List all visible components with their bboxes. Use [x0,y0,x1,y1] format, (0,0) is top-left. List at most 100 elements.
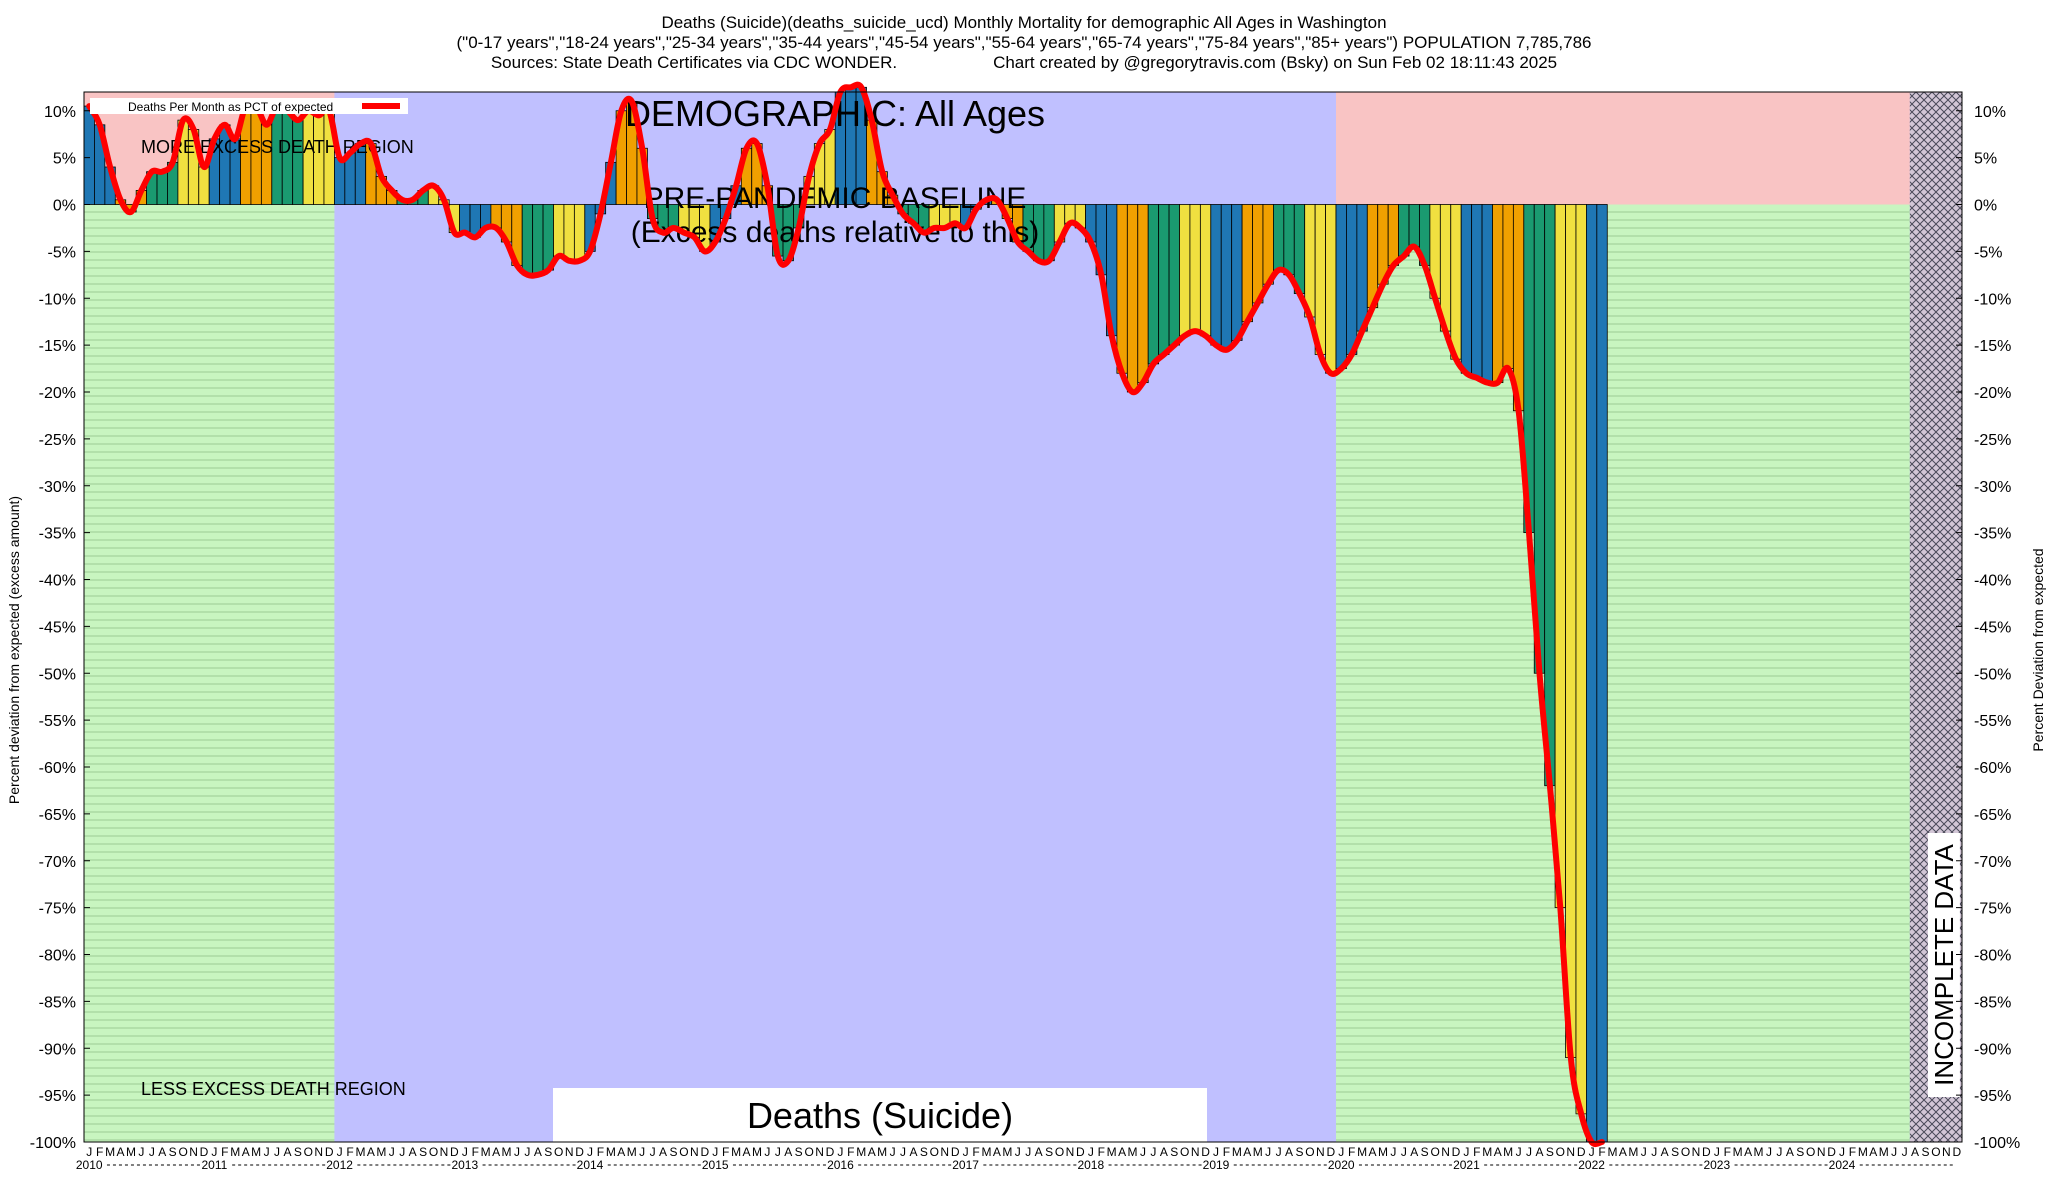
bar-119 [1325,204,1337,374]
ytick-label-left-8: -30% [39,479,76,496]
ytick-label-right-17: -75% [1974,901,2011,918]
month-label-110: M [1232,1145,1242,1159]
month-label-102: J [1150,1145,1156,1159]
bar-105 [1179,204,1191,337]
month-label-121: F [1348,1145,1355,1159]
month-label-170: M [1858,1145,1868,1159]
ytick-label-left-12: -50% [39,666,76,683]
month-label-84: J [963,1145,969,1159]
month-label-1: F [96,1145,103,1159]
month-label-171: A [1869,1145,1877,1159]
bar-114 [1273,204,1285,271]
year-label-2017: 2017 [952,1158,979,1172]
ytick-label-left-3: -5% [48,244,76,261]
month-label-154: N [1692,1145,1701,1159]
series-line [86,81,1605,1148]
chart-title: Deaths (Suicide) [747,1095,1013,1136]
month-label-98: M [1107,1145,1117,1159]
month-label-77: J [890,1145,896,1159]
month-label-62: M [731,1145,741,1159]
ytick-label-left-13: -55% [39,713,76,730]
ytick-label-right-3: -5% [1974,244,2002,261]
bar-101 [1137,204,1149,384]
y-axis-label-left: Percent deviation from expected (excess … [6,495,22,805]
bar-113 [1262,204,1274,285]
y-axis-label-right: Percent Deviation from expected [2030,548,2046,752]
month-label-8: S [169,1145,177,1159]
month-label-130: N [1441,1145,1450,1159]
month-label-74: M [856,1145,866,1159]
created-by-text: Chart created by @gregorytravis.com (Bsk… [993,53,1558,72]
month-label-53: J [639,1145,645,1159]
month-label-30: J [399,1145,405,1159]
month-label-92: S [1045,1145,1053,1159]
ytick-label-right-20: -90% [1974,1041,2011,1058]
ytick-label-right-4: -10% [1974,291,2011,308]
month-label-95: D [1076,1145,1085,1159]
bar-134 [1481,204,1493,384]
month-label-10: N [189,1145,198,1159]
month-label-68: S [795,1145,803,1159]
ytick-label-left-2: 0% [53,198,76,215]
month-label-51: A [617,1145,625,1159]
month-label-101: J [1140,1145,1146,1159]
ytick-label-right-16: -70% [1974,854,2011,871]
bar-102 [1147,204,1160,365]
month-label-78: J [900,1145,906,1159]
month-label-56: S [669,1145,677,1159]
bar-112 [1252,204,1264,304]
year-label-2015: 2015 [702,1158,729,1172]
bar-19 [281,110,294,205]
month-label-165: O [1806,1145,1815,1159]
month-label-96: J [1088,1145,1094,1159]
year-label-2024: 2024 [1829,1158,1856,1172]
ytick-label-right-18: -80% [1974,948,2011,965]
month-label-126: J [1401,1145,1407,1159]
bar-122 [1356,204,1368,332]
month-label-7: A [158,1145,166,1159]
month-label-132: J [1463,1145,1469,1159]
month-label-117: O [1305,1145,1314,1159]
month-label-82: N [940,1145,949,1159]
bar-140 [1544,204,1556,787]
ytick-label-left-6: -20% [39,385,76,402]
month-label-13: F [221,1145,228,1159]
month-label-24: J [337,1145,343,1159]
bar-142 [1565,204,1577,1059]
ytick-label-right-1: 5% [1974,151,1997,168]
ytick-label-right-9: -35% [1974,526,2011,543]
legend: Deaths Per Month as PCT of expected [90,98,408,114]
month-label-131: D [1452,1145,1461,1159]
bar-121 [1346,204,1358,355]
month-label-69: O [804,1145,813,1159]
month-label-176: S [1921,1145,1929,1159]
month-label-133: F [1473,1145,1480,1159]
month-label-114: J [1276,1145,1282,1159]
month-label-25: F [346,1145,353,1159]
month-label-158: M [1733,1145,1743,1159]
month-label-118: N [1316,1145,1325,1159]
bar-0 [83,105,95,205]
bar-108 [1210,204,1222,346]
month-label-137: J [1516,1145,1522,1159]
ytick-label-left-19: -85% [39,994,76,1011]
bar-132 [1460,204,1473,374]
ytick-label-right-14: -60% [1974,760,2011,777]
month-label-66: J [775,1145,781,1159]
year-label-2018: 2018 [1077,1158,1104,1172]
ytick-label-left-14: -60% [39,760,76,777]
month-label-173: J [1891,1145,1897,1159]
month-label-54: J [650,1145,656,1159]
ytick-label-right-21: -95% [1974,1088,2011,1105]
month-label-49: F [597,1145,604,1159]
baseline-label: PRE-PANDEMIC BASELINE [644,182,1027,215]
ytick-label-right-13: -55% [1974,713,2011,730]
year-label-2011: 2011 [202,1158,228,1172]
month-label-31: A [409,1145,417,1159]
month-label-63: A [743,1145,751,1159]
month-label-172: M [1879,1145,1889,1159]
month-label-2: M [105,1145,115,1159]
ytick-label-left-4: -10% [39,291,76,308]
